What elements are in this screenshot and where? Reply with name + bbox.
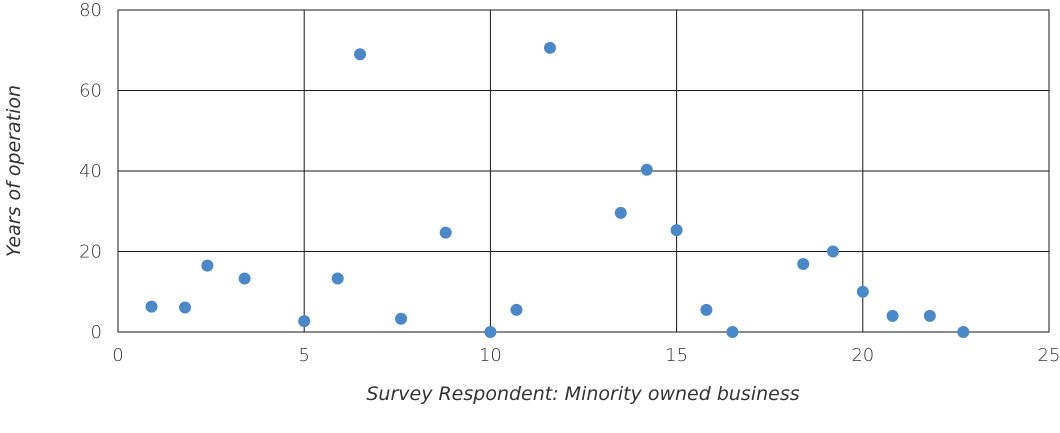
tick-labels: 0 5 10 15 20 25 0 20 40 60 80 [79, 0, 1060, 366]
data-point [395, 312, 408, 325]
data-point [886, 309, 899, 322]
y-tick-label: 60 [79, 81, 102, 102]
data-point [726, 326, 739, 338]
data-point [238, 272, 251, 285]
data-points [145, 41, 970, 338]
data-point [179, 301, 192, 314]
x-tick-label: 10 [479, 345, 502, 366]
x-tick-label: 5 [298, 345, 309, 366]
data-point [201, 259, 214, 272]
y-tick-label: 40 [79, 161, 102, 182]
data-point [670, 224, 683, 237]
data-point [797, 257, 810, 270]
data-point [331, 272, 344, 285]
data-point [543, 41, 556, 54]
data-point [957, 326, 970, 338]
data-point [827, 245, 840, 258]
x-tick-label: 0 [112, 345, 123, 366]
data-point [439, 226, 452, 239]
data-point [510, 303, 523, 316]
x-tick-label: 20 [851, 345, 874, 366]
data-point [298, 315, 311, 328]
data-point [640, 163, 653, 176]
data-point [145, 300, 158, 313]
y-axis-title: Years of operation [3, 85, 25, 257]
grid-layer [117, 9, 1050, 333]
data-point [700, 303, 713, 316]
data-point [484, 326, 497, 338]
data-point [354, 48, 367, 61]
x-tick-label: 15 [665, 345, 688, 366]
x-tick-label: 25 [1038, 345, 1060, 366]
x-axis-title: Survey Respondent: Minority owned busine… [366, 383, 799, 405]
y-tick-label: 80 [79, 0, 102, 21]
y-tick-label: 20 [79, 242, 102, 263]
y-tick-label: 0 [91, 322, 102, 343]
data-point [923, 309, 936, 322]
data-point [614, 206, 627, 219]
data-point [856, 285, 869, 298]
